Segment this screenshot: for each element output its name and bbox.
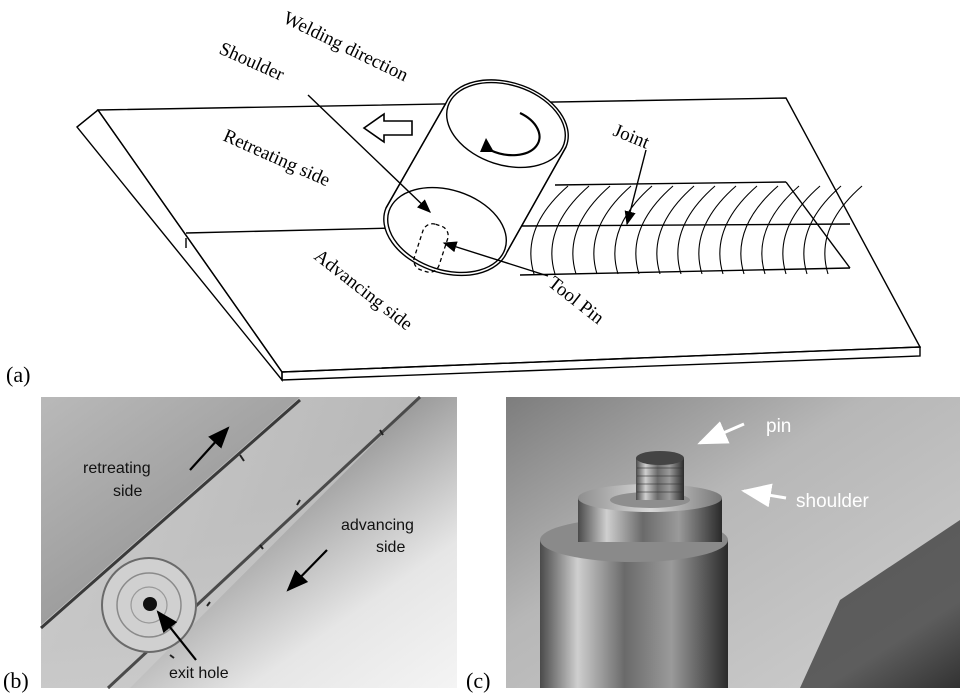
joint-label: Joint [610,120,653,154]
panel-b-label: (b) [3,668,29,693]
tool-body [540,451,728,688]
shoulder-label: Shoulder [216,38,288,85]
weld-ripple-arc [719,185,758,275]
retreating-arrow [189,426,230,471]
weld-ripple-arc [677,185,716,275]
advancing-label-line2: side [376,539,405,556]
exit-hole-mark [101,557,197,653]
weld-ripple-arc [635,185,674,275]
tool-pin-label: Tool Pin [544,272,608,329]
weld-ripple-arc [740,185,779,275]
weld-ripple-arc [530,185,569,275]
welding-direction-label: Welding direction [280,8,412,87]
retreating-label-line2: side [113,483,142,500]
panel-a-label: (a) [6,362,30,387]
pin-arrow [697,421,745,445]
exit-hole-label: exit hole [169,665,229,682]
tool-cylinder [383,79,569,277]
retreating-label-line1: retreating [83,460,151,477]
weld-ripple-arc [803,185,842,275]
retreating-side-label: Retreating side [220,125,333,191]
weld-ripple-arc [656,185,695,275]
advancing-side-label: Advancing side [310,245,416,335]
plate [76,97,922,382]
shoulder-label-c: shoulder [796,491,870,512]
weld-ripple-arc [551,185,590,275]
pin-label: pin [766,416,791,437]
panel-c-photo: pin shoulder (c) [466,397,960,693]
exit-hole-arrow [156,610,197,661]
shoulder-arrow [741,483,787,508]
weld-ripple-arc [614,185,653,275]
tool-pin-leader [442,241,549,277]
panel-b-photo: retreating side advancing side exit hole… [3,395,457,693]
advancing-arrow [286,549,328,592]
weld-ripple-arc [761,185,800,275]
weld-ripple-arc [824,185,863,275]
weld-zone [519,181,863,276]
weld-ripple-arc [572,185,611,275]
panel-c-label: (c) [466,668,490,693]
pin-tip [636,451,684,465]
weld-ripple-arc [782,185,821,275]
welding-direction-arrow [362,112,413,144]
rotation-arrow [489,112,541,157]
joint-leader [624,149,647,226]
weld-ripple-arc [698,185,737,275]
shoulder-leader [307,94,432,213]
advancing-label-line1: advancing [341,517,414,534]
shoulder-face [386,186,508,274]
weld-ripples [530,185,863,275]
weld-ripple-arc [593,185,632,275]
panel-a-diagram: Welding direction Shoulder Retreating si… [6,8,922,387]
